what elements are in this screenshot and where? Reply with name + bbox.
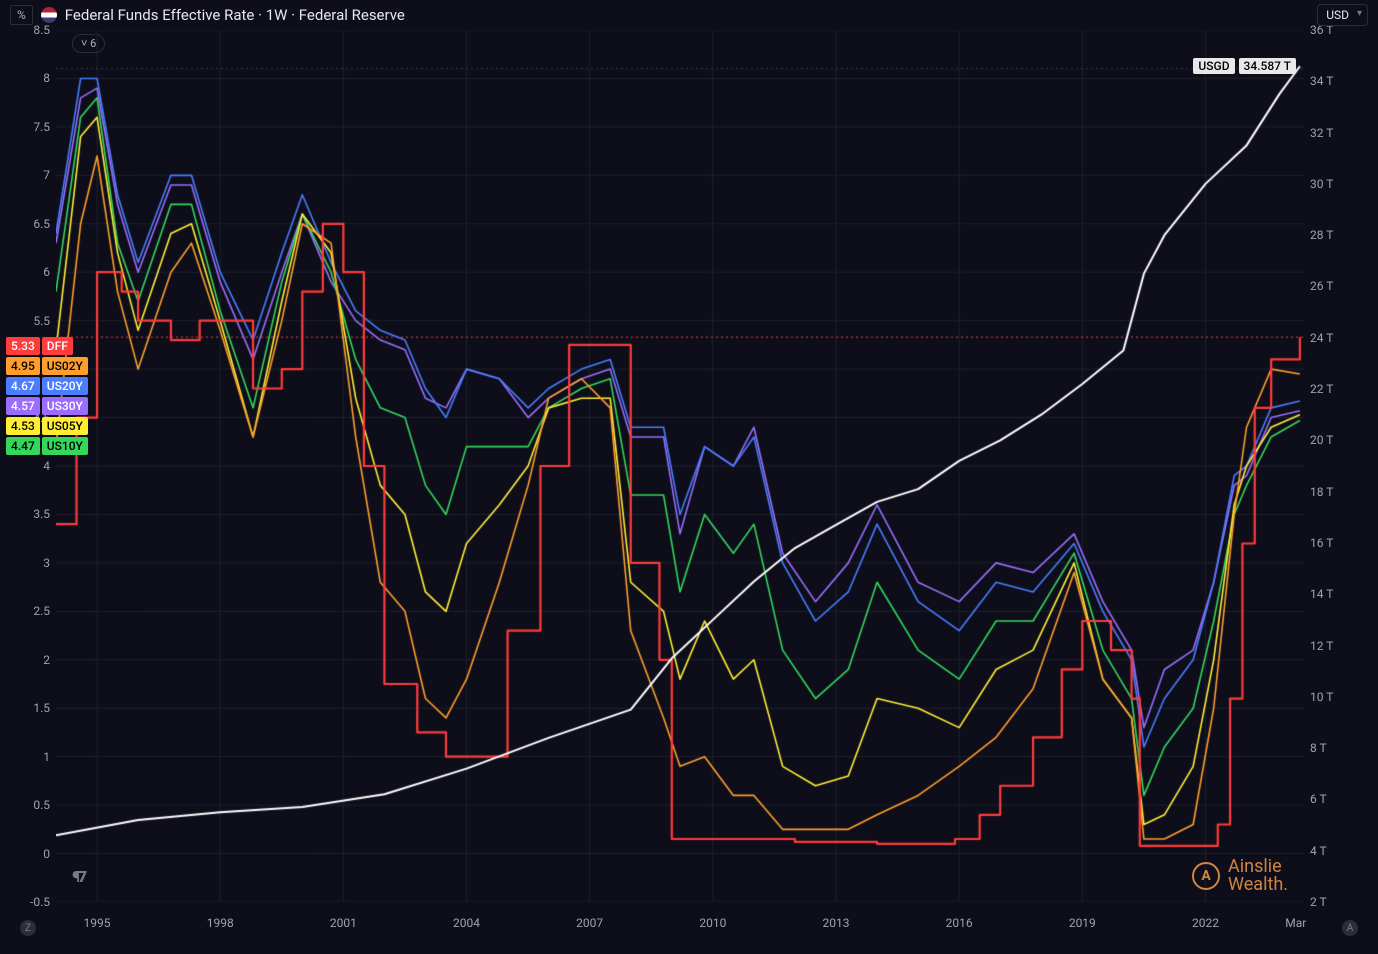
series-count-toggle[interactable]: 6 [72,34,105,53]
x-tick: Mar [1285,916,1306,930]
y-right-tick: 4 T [1310,844,1327,858]
usgd-value-badge: USGD 34.587 T [1193,58,1296,74]
legend-row-US10Y[interactable]: 4.47US10Y [6,437,88,455]
y-right-tick: 18 T [1310,485,1333,499]
legend-value: 4.95 [6,357,40,375]
y-right-tick: 28 T [1310,228,1333,242]
y-left-tick: 7 [43,168,50,182]
chart-title: Federal Funds Effective Rate · 1W · Fede… [65,6,405,24]
y-right-tick: 24 T [1310,331,1333,345]
y-left-tick: 5.5 [33,314,50,328]
legend-value: 4.53 [6,417,40,435]
percent-toggle[interactable]: % [10,5,33,25]
legend-name: US20Y [42,377,88,395]
corner-right-button[interactable]: A [1342,920,1358,936]
y-left-tick: 4 [43,459,50,473]
x-tick: 1998 [207,916,234,930]
flag-us-icon [41,7,57,23]
y-left-tick: 6 [43,265,50,279]
legend-name: US10Y [42,437,88,455]
y-right-tick: 12 T [1310,639,1333,653]
legend-name: US02Y [42,357,88,375]
legend-row-US05Y[interactable]: 4.53US05Y [6,417,88,435]
legend-name: US05Y [42,417,88,435]
legend-value: 4.57 [6,397,40,415]
y-left-tick: 1 [43,750,50,764]
attribution-logo-icon: A [1192,862,1220,890]
corner-left-button[interactable]: Z [20,920,36,936]
usgd-label: USGD [1193,58,1234,74]
legend-value: 5.33 [6,337,40,355]
attribution-sub: Wealth. [1228,876,1288,894]
legend-row-US20Y[interactable]: 4.67US20Y [6,377,88,395]
legend-row-US30Y[interactable]: 4.57US30Y [6,397,88,415]
y-right-tick: 22 T [1310,382,1333,396]
y-left-tick: 3 [43,556,50,570]
y-left-tick: 2 [43,653,50,667]
y-axis-left[interactable]: -0.500.511.522.533.544.555.566.577.588.5 [0,30,56,902]
x-tick: 2010 [699,916,726,930]
chart-header: % Federal Funds Effective Rate · 1W · Fe… [0,0,1378,30]
legend-row-US02Y[interactable]: 4.95US02Y [6,357,88,375]
y-right-tick: 6 T [1310,792,1327,806]
x-tick: 2004 [453,916,480,930]
chart-plot-area[interactable] [56,30,1304,902]
x-axis[interactable]: 1995 1998 2001 2004 2007 2010 2013 2016 2019 2022… [56,916,1304,936]
x-tick: 2019 [1069,916,1096,930]
y-left-tick: 3.5 [33,507,50,521]
y-right-tick: 34 T [1310,74,1333,88]
y-left-tick: 7.5 [33,120,50,134]
y-right-tick: 30 T [1310,177,1333,191]
y-right-tick: 16 T [1310,536,1333,550]
y-left-tick: 2.5 [33,604,50,618]
x-tick: 2016 [946,916,973,930]
y-axis-right[interactable]: 2 T4 T6 T8 T10 T12 T14 T16 T18 T20 T22 T… [1304,30,1378,902]
legend-name: US30Y [42,397,88,415]
y-left-tick: -0.5 [30,895,50,909]
attribution: A Ainslie Wealth. [1192,858,1288,894]
y-left-tick: 0.5 [33,798,50,812]
y-right-tick: 20 T [1310,433,1333,447]
x-tick: 2013 [823,916,850,930]
y-right-tick: 26 T [1310,279,1333,293]
x-tick: 1995 [84,916,111,930]
usgd-value: 34.587 T [1239,58,1296,74]
x-tick: 2022 [1192,916,1219,930]
currency-selector[interactable]: USD [1317,4,1368,26]
x-tick: 2001 [330,916,357,930]
legend-value: 4.47 [6,437,40,455]
y-right-tick: 32 T [1310,126,1333,140]
y-left-tick: 6.5 [33,217,50,231]
y-right-tick: 2 T [1310,895,1327,909]
legend-value: 4.67 [6,377,40,395]
legend-name: DFF [42,337,73,355]
y-right-tick: 14 T [1310,587,1333,601]
y-right-tick: 8 T [1310,741,1327,755]
legend-row-DFF[interactable]: 5.33DFF [6,337,88,355]
y-left-tick: 0 [43,847,50,861]
x-tick: 2007 [576,916,603,930]
series-legend: 5.33DFF4.95US02Y4.67US20Y4.57US30Y4.53US… [6,337,88,457]
tradingview-logo-icon: ¶7 [72,867,85,886]
y-left-tick: 1.5 [33,701,50,715]
y-right-tick: 10 T [1310,690,1333,704]
y-left-tick: 8 [43,71,50,85]
